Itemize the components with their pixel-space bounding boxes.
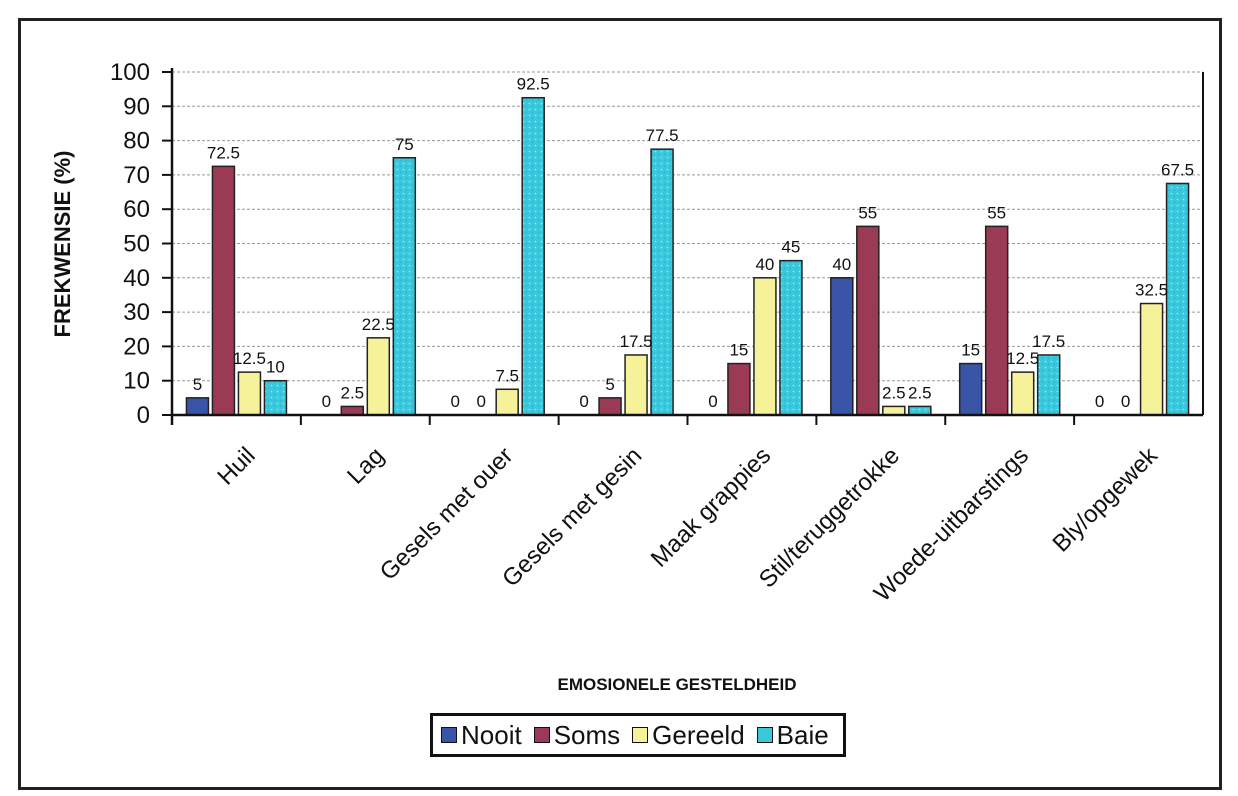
- bar-gereeld: [1010, 371, 1035, 416]
- data-label: 2.5: [908, 383, 932, 402]
- legend-label: Soms: [553, 719, 621, 750]
- data-label: 17.5: [620, 332, 653, 351]
- y-tick-label: 80: [123, 128, 150, 155]
- bar-baie: [650, 148, 674, 416]
- data-label: 5: [193, 375, 202, 394]
- bar-soms: [727, 362, 751, 416]
- data-label: 12.5: [1006, 349, 1039, 368]
- data-label: 92.5: [517, 75, 550, 94]
- legend-swatch: [441, 727, 457, 743]
- data-label: 2.5: [340, 383, 364, 402]
- data-label: 0: [476, 392, 485, 411]
- legend-item-soms: Soms: [533, 719, 621, 751]
- bar-soms: [340, 405, 365, 416]
- data-label: 0: [579, 392, 588, 411]
- data-label: 0: [1095, 392, 1104, 411]
- bar-gereeld: [495, 388, 519, 416]
- x-category-label: Stil/teruggetrokke: [754, 442, 905, 593]
- data-label: 0: [450, 392, 459, 411]
- y-tick-label: 70: [123, 162, 150, 189]
- bar-gereeld: [624, 354, 648, 416]
- x-axis-title: EMOSIONELE GESTELDHEID: [558, 675, 797, 694]
- bar-gereeld: [753, 277, 777, 416]
- data-label: 40: [755, 255, 774, 274]
- x-category-label: Gesels met gesin: [497, 442, 647, 592]
- y-axis-title: FREKWENSIE (%): [50, 151, 75, 338]
- data-label: 75: [395, 135, 414, 154]
- y-tick-labels: 0 10 20 30 40 50 60 70 80 90 100: [110, 59, 150, 429]
- x-category-label: Gesels met ouer: [375, 442, 519, 586]
- legend-item-baie: Baie: [756, 719, 829, 751]
- y-tick-label: 30: [123, 299, 150, 326]
- x-category-label: Bly/opgewek: [1047, 441, 1163, 557]
- data-label: 22.5: [362, 315, 395, 334]
- data-label: 10: [266, 358, 285, 377]
- y-tick-label: 60: [123, 196, 150, 223]
- gridlines: [172, 71, 1203, 382]
- axes: [162, 68, 1204, 425]
- bar-baie: [1165, 182, 1190, 416]
- bar-soms: [856, 225, 880, 416]
- y-tick-label: 20: [123, 333, 150, 360]
- data-label: 7.5: [495, 366, 519, 385]
- x-category-label: Lag: [342, 442, 389, 489]
- data-label: 67.5: [1161, 160, 1194, 179]
- bar-gereeld: [1139, 302, 1164, 416]
- legend-item-gereeld: Gereeld: [632, 720, 745, 751]
- x-category-label: Maak grappies: [646, 442, 776, 572]
- y-tick-label: 50: [123, 231, 150, 258]
- legend-label: Nooit: [461, 719, 522, 750]
- y-tick-label: 10: [123, 368, 150, 395]
- bar-gereeld: [366, 337, 391, 416]
- bar-baie: [392, 157, 417, 416]
- data-label: 0: [708, 392, 717, 411]
- bar-nooit: [958, 362, 983, 416]
- data-label: 15: [961, 341, 980, 360]
- data-label: 45: [781, 238, 800, 257]
- data-label: 0: [322, 392, 331, 411]
- bar-gereeld: [237, 371, 262, 416]
- data-label: 0: [1121, 392, 1130, 411]
- legend: Nooit Soms Gereeld Baie: [430, 713, 846, 757]
- bar-soms: [598, 397, 622, 416]
- y-tick-label: 40: [123, 265, 150, 292]
- data-label: 32.5: [1135, 281, 1168, 300]
- data-label: 12.5: [233, 349, 266, 368]
- bar-nooit: [185, 397, 210, 416]
- y-tick-label: 100: [110, 59, 150, 86]
- data-label: 55: [858, 203, 877, 222]
- data-label: 40: [832, 255, 851, 274]
- y-tick-label: 90: [123, 93, 150, 120]
- data-label: 5: [605, 375, 614, 394]
- x-category-label: Huil: [212, 442, 260, 490]
- bar-nooit: [830, 277, 854, 416]
- bar-soms: [984, 225, 1009, 416]
- bar-soms: [211, 165, 236, 416]
- data-label: 77.5: [646, 126, 679, 145]
- legend-swatch: [632, 727, 649, 743]
- data-label: 55: [987, 203, 1006, 222]
- data-label: 72.5: [207, 143, 240, 162]
- bar-baie: [1036, 354, 1061, 416]
- legend-label: Gereeld: [652, 719, 745, 750]
- data-label: 15: [729, 341, 748, 360]
- legend-label: Baie: [776, 719, 829, 750]
- data-label: 2.5: [882, 383, 906, 402]
- data-label: 17.5: [1032, 332, 1065, 351]
- bar-baie: [263, 379, 288, 416]
- legend-item-nooit: Nooit: [441, 720, 522, 751]
- y-tick-label: 0: [137, 402, 150, 429]
- legend-swatch: [756, 727, 773, 743]
- legend-swatch: [533, 727, 550, 743]
- bar-baie: [779, 259, 803, 416]
- bar-baie: [521, 96, 545, 416]
- bar-gereeld: [882, 405, 906, 416]
- bar-baie: [908, 405, 932, 416]
